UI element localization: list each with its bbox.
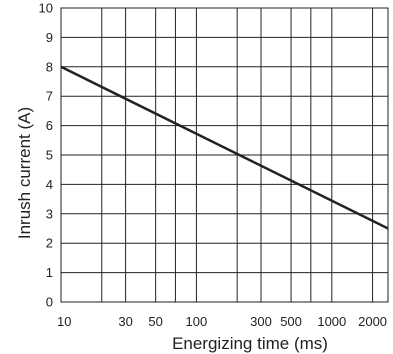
inrush-current-line <box>60 65 389 230</box>
y-tick-label: 8 <box>46 59 53 74</box>
y-tick-label: 5 <box>46 148 53 163</box>
x-tick-label: 500 <box>280 314 302 329</box>
y-tick-label: 7 <box>46 89 53 104</box>
y-tick-label: 6 <box>46 118 53 133</box>
y-axis-label: Inrush current (A) <box>15 107 34 239</box>
y-tick-label: 2 <box>46 236 53 251</box>
x-tick-label: 1000 <box>317 314 346 329</box>
y-tick-label: 1 <box>46 265 53 280</box>
x-tick-label: 50 <box>148 314 162 329</box>
y-tick-label: 0 <box>46 295 53 310</box>
x-tick-label: 100 <box>186 314 208 329</box>
x-tick-label: 10 <box>57 314 71 329</box>
x-tick-label: 30 <box>118 314 132 329</box>
y-tick-label: 10 <box>39 1 53 16</box>
x-tick-labels: 10 30 50 100 300 500 1000 2000 <box>57 314 387 329</box>
y-tick-label: 9 <box>46 30 53 45</box>
x-tick-label: 300 <box>250 314 272 329</box>
grid <box>60 7 388 303</box>
y-tick-labels: 0 1 2 3 4 5 6 7 8 9 10 <box>39 1 53 310</box>
x-axis-label: Energizing time (ms) <box>172 334 328 353</box>
plot-frame <box>60 7 389 303</box>
x-tick-label: 2000 <box>358 314 387 329</box>
y-tick-label: 3 <box>46 206 53 221</box>
y-tick-label: 4 <box>46 177 53 192</box>
series-layer <box>60 65 389 230</box>
